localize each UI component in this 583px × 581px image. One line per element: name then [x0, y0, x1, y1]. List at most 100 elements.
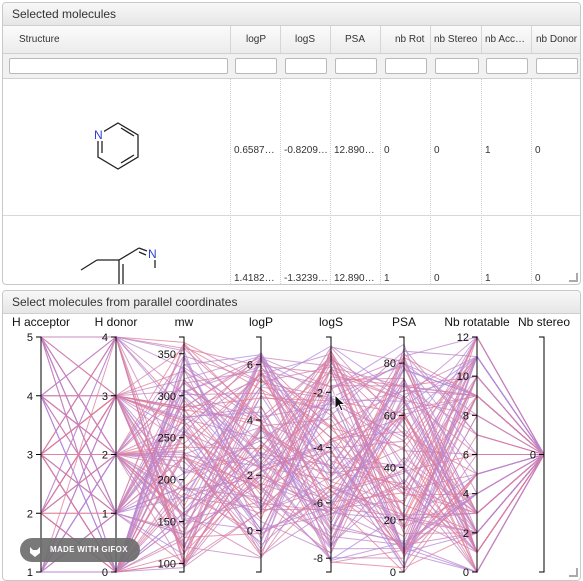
- axis-title: H acceptor: [12, 315, 70, 329]
- cell-logp: 1.4182…: [234, 273, 275, 284]
- data-line: [41, 354, 545, 573]
- data-line: [40, 336, 545, 521]
- tick-label: 1: [27, 567, 33, 579]
- tick-label: 12: [457, 332, 469, 344]
- nitrogen-label: N: [94, 128, 103, 142]
- imine-structure: N: [80, 247, 157, 284]
- nb-stereo-filter-input[interactable]: [435, 58, 479, 74]
- data-line: [40, 375, 545, 573]
- data-line: [40, 375, 545, 538]
- table-header: Structure logP logS PSA nb Rot nb Stereo…: [3, 26, 580, 54]
- tick-label: 1: [102, 508, 108, 520]
- watermark-label: MADE WITH GIFOX: [50, 545, 128, 554]
- panel-resize-handle[interactable]: [569, 568, 578, 577]
- axis-title: H donor: [95, 315, 138, 329]
- mouse-cursor-icon: [334, 394, 347, 412]
- tick-label: 0: [390, 567, 396, 579]
- column-nb-rot[interactable]: nb Rot: [395, 34, 425, 45]
- data-line: [41, 368, 545, 515]
- tick-label: 150: [158, 517, 176, 529]
- data-line: [40, 395, 545, 546]
- data-line: [40, 336, 545, 491]
- table-row[interactable]: N 1.4182… -1.3239… 12.8900… 1 0 1 0: [3, 216, 580, 284]
- axis-title: logS: [319, 315, 343, 329]
- axis-title: logP: [249, 315, 273, 329]
- nb-rot-filter-input[interactable]: [385, 58, 427, 74]
- axis-nb-rotatable[interactable]: Nb rotatable 0 2 4 6 8 10 12: [444, 315, 510, 579]
- tick-label: 40: [384, 463, 396, 475]
- cell-psa: 12.8900…: [334, 145, 378, 156]
- tick-label: 8: [463, 410, 469, 422]
- data-line: [40, 355, 545, 553]
- gifox-watermark: MADE WITH GIFOX: [20, 538, 140, 562]
- column-structure[interactable]: Structure: [19, 34, 60, 45]
- data-line: [40, 375, 545, 541]
- data-line: [40, 354, 545, 573]
- column-nb-acc[interactable]: nb Acc…: [485, 34, 526, 45]
- data-line: [41, 372, 545, 554]
- tick-label: 5: [27, 332, 33, 344]
- tick-label: 0: [102, 567, 108, 579]
- column-logs[interactable]: logS: [295, 34, 316, 45]
- polylines: [40, 335, 545, 574]
- axis-psa[interactable]: PSA 0 20 40 60 80: [384, 315, 416, 579]
- data-line: [40, 336, 545, 541]
- cell-logs: -1.3239…: [284, 273, 328, 284]
- tick-label: 300: [158, 391, 176, 403]
- logs-filter-input[interactable]: [285, 58, 327, 74]
- axis-title: mw: [175, 315, 194, 329]
- data-line: [40, 359, 545, 573]
- tick-label: 100: [158, 559, 176, 571]
- tick-label: 80: [384, 358, 396, 370]
- tick-label: 350: [158, 349, 176, 361]
- cell-nb-rot: 1: [384, 273, 390, 284]
- tick-label: 2: [247, 470, 253, 482]
- tick-label: 6: [463, 450, 469, 462]
- axis-logp[interactable]: logP 0 2 4 6: [247, 315, 273, 573]
- tick-label: -6: [313, 498, 323, 510]
- data-line: [40, 353, 545, 568]
- tick-label: 6: [247, 360, 253, 372]
- data-line: [40, 354, 545, 573]
- table-row[interactable]: N 0.6587… -0.8209… 12.8900… 0 0 1 0: [3, 79, 580, 216]
- column-psa[interactable]: PSA: [345, 34, 366, 45]
- tick-label: 20: [384, 515, 396, 527]
- data-line: [40, 369, 545, 573]
- structure-filter-input[interactable]: [9, 58, 228, 74]
- axis-title: Nb rotatable: [444, 315, 510, 329]
- axis-nb-stereo[interactable]: Nb stereo 0: [518, 315, 570, 573]
- panel-title: Select molecules from parallel coordinat…: [3, 291, 580, 314]
- axis-logs[interactable]: logS -8 -6 -4 -2: [313, 315, 343, 573]
- data-line: [40, 336, 545, 515]
- parallel-coordinates-panel: Select molecules from parallel coordinat…: [2, 290, 581, 581]
- panel-title: Selected molecules: [3, 3, 580, 26]
- nb-acc-filter-input[interactable]: [486, 58, 528, 74]
- data-line: [40, 395, 545, 573]
- data-line: [40, 336, 545, 531]
- data-line: [40, 356, 545, 534]
- cell-logs: -0.8209…: [284, 145, 328, 156]
- data-line: [40, 336, 545, 573]
- tick-label: 60: [384, 410, 396, 422]
- psa-filter-input[interactable]: [335, 58, 377, 74]
- axis-h-acceptor[interactable]: H acceptor 1 2 3 4 5: [12, 315, 70, 579]
- cell-nb-stereo: 0: [434, 145, 440, 156]
- nb-donor-filter-input[interactable]: [536, 58, 578, 74]
- cell-nb-stereo: 0: [434, 273, 440, 284]
- axis-mw[interactable]: mw 100 150 200 250 300 350: [158, 315, 194, 573]
- data-line: [40, 355, 545, 573]
- data-line: [40, 336, 545, 562]
- tick-label: 0: [463, 567, 469, 579]
- data-line: [40, 349, 545, 521]
- axis-h-donor[interactable]: H donor 0 1 2 3 4: [95, 315, 138, 579]
- cell-nb-acc: 1: [485, 145, 491, 156]
- column-nb-donor[interactable]: nb Donor: [536, 34, 578, 45]
- tick-label: 200: [158, 475, 176, 487]
- tick-label: 0: [530, 450, 536, 462]
- panel-resize-handle[interactable]: [569, 273, 578, 282]
- tick-label: 3: [102, 391, 108, 403]
- column-logp[interactable]: logP: [246, 34, 267, 45]
- logp-filter-input[interactable]: [235, 58, 277, 74]
- column-nb-stereo[interactable]: nb Stereo: [434, 34, 478, 45]
